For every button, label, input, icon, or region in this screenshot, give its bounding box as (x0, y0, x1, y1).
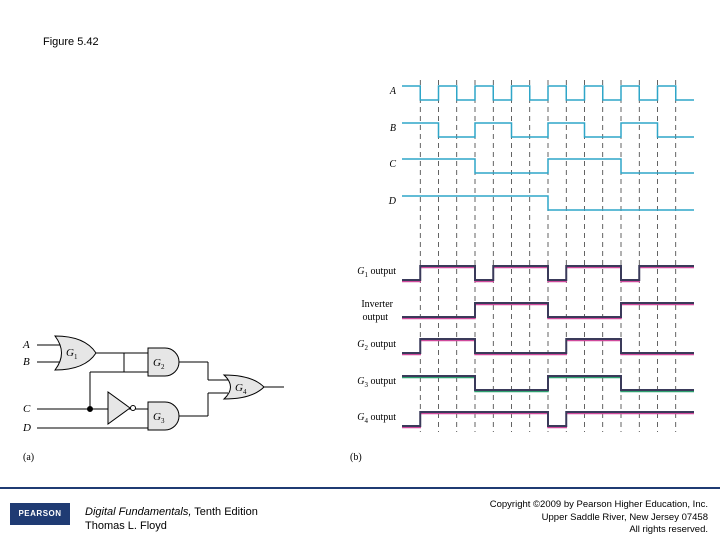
timing-label-c: C (389, 159, 396, 170)
gate-label-g3: G3 (153, 411, 165, 425)
timing-label-a: A (389, 86, 397, 97)
waveform-a (402, 85, 694, 101)
junction-dot (87, 406, 93, 412)
waveform-d (402, 195, 694, 211)
waveform-g3 (402, 375, 694, 391)
circuit-label-a: A (22, 339, 30, 351)
timing-grid (419, 80, 677, 432)
timing-waveforms (402, 85, 694, 429)
circuit-label-d: D (22, 422, 31, 434)
gate-g3-and (147, 401, 180, 431)
timing-label-inverter: Inverter (361, 299, 393, 310)
gate-g2-and (147, 347, 180, 377)
timing-label-g2: G2 output (357, 339, 396, 352)
gate-label-g4: G4 (235, 382, 247, 396)
waveform-g2 (402, 338, 694, 354)
panel-label-b: (b) (350, 452, 362, 463)
timing-label-g1: G1 output (357, 266, 396, 279)
book-info: Digital Fundamentals, Tenth Edition Thom… (85, 505, 258, 533)
timing-label-g3: G3 output (357, 376, 396, 389)
timing-label-inverter-output: output (362, 312, 388, 323)
gate-label-g2: G2 (153, 357, 165, 371)
waveform-g1 (402, 265, 694, 281)
book-author: Thomas L. Floyd (85, 520, 167, 532)
waveform-c (402, 158, 694, 174)
waveform-inv (402, 302, 694, 318)
timing-label-d: D (388, 196, 397, 207)
waveform-g4 (402, 411, 694, 427)
book-title: Digital Fundamentals, (85, 506, 192, 518)
book-edition: Tenth Edition (191, 506, 258, 518)
copyright-notice: Copyright ©2009 by Pearson Higher Educat… (489, 499, 708, 535)
timing-label-b: B (390, 123, 396, 134)
gate-label-g1: G1 (66, 347, 78, 361)
pearson-logo: PEARSON (10, 503, 70, 525)
circuit-label-b: B (23, 356, 30, 368)
waveform-g2-shadow (402, 339, 694, 356)
footer-divider (0, 487, 720, 489)
logic-circuit (37, 335, 284, 431)
figure-title: Figure 5.42 (43, 36, 99, 48)
gate-g4-or (222, 374, 265, 400)
inverter-bubble (130, 405, 136, 411)
inverter-gate (107, 391, 131, 425)
waveform-b (402, 122, 694, 138)
circuit-label-c: C (23, 403, 31, 415)
gate-g1-or (53, 335, 97, 371)
timing-label-g4: G4 output (357, 412, 396, 425)
panel-label-a: (a) (23, 452, 34, 463)
